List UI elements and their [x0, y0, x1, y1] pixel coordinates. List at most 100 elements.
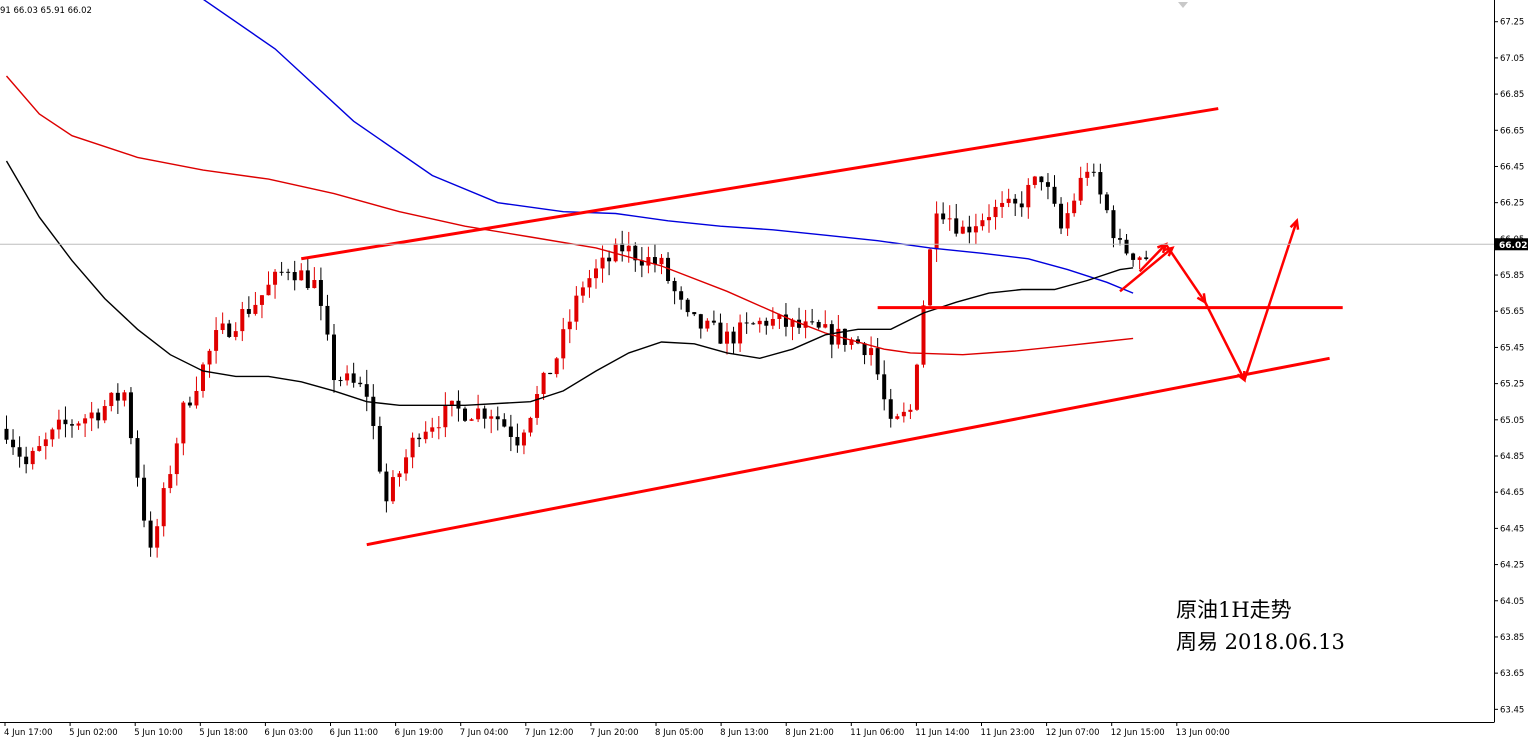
candle-body	[594, 268, 598, 279]
candle-body	[882, 374, 887, 400]
time-axis[interactable]: 4 Jun 17:00 5 Jun 02:00 5 Jun 10:00 5 Jun 1…	[4, 722, 1230, 738]
x-tick-label: 5 Jun 10:00	[134, 728, 183, 738]
candle-body	[718, 322, 723, 344]
candle-body	[207, 350, 212, 365]
candle-body	[469, 419, 474, 421]
candle-body	[692, 312, 697, 315]
candle-body	[960, 226, 965, 234]
ohlc-header: 91 66.03 65.91 66.02	[0, 6, 92, 16]
candle-body	[1019, 203, 1024, 208]
candle-body	[888, 399, 893, 419]
candle-body	[443, 405, 448, 428]
y-tick-label: 66.65	[1500, 126, 1524, 136]
trend-line-2	[366, 356, 1330, 547]
candle-body	[613, 243, 618, 262]
candle-body	[967, 226, 972, 233]
candle-body	[646, 257, 651, 266]
last-price-label: 66.02	[1499, 241, 1527, 251]
candle-body	[253, 304, 258, 314]
y-tick-label: 67.25	[1500, 18, 1524, 28]
candle-body	[1085, 171, 1090, 178]
y-tick-label: 65.25	[1500, 380, 1524, 390]
x-tick-label: 12 Jun 15:00	[1111, 728, 1165, 738]
x-tick-label: 7 Jun 12:00	[525, 728, 574, 738]
candle-body	[1072, 200, 1077, 214]
x-tick-label: 13 Jun 00:00	[1176, 728, 1230, 738]
y-tick-label: 66.45	[1500, 162, 1524, 172]
forecast-arrow-1	[1138, 243, 1167, 273]
y-tick-label: 64.65	[1500, 488, 1524, 498]
candle-body	[652, 257, 657, 265]
candle-body	[56, 419, 61, 430]
candle-body	[502, 419, 507, 427]
x-tick-label: 6 Jun 11:00	[330, 728, 379, 738]
candle-body	[76, 423, 81, 426]
candle-body	[790, 319, 795, 327]
candle-body	[495, 416, 500, 420]
y-tick-label: 67.05	[1500, 54, 1524, 64]
candle-body	[332, 334, 336, 381]
forecast-arrow-4	[1243, 220, 1299, 381]
candle-body	[259, 295, 264, 305]
candle-body	[24, 456, 29, 465]
candle-body	[436, 427, 441, 429]
candle-body	[489, 416, 494, 419]
candle-body	[1118, 238, 1122, 240]
candle-body	[823, 324, 828, 328]
candle-body	[181, 402, 186, 444]
y-tick-label: 65.05	[1500, 416, 1524, 426]
x-tick-label: 6 Jun 19:00	[395, 728, 444, 738]
x-tick-label: 11 Jun 14:00	[915, 728, 969, 738]
candle-body	[305, 270, 310, 289]
candle-body	[626, 245, 631, 252]
price-axis[interactable]: 67.2567.0566.8566.6566.4566.2566.0565.85…	[1494, 18, 1524, 716]
candle-body	[273, 271, 278, 285]
candle-body	[548, 372, 553, 375]
candle-body	[797, 319, 802, 328]
candle-body	[515, 436, 520, 446]
candle-body	[109, 392, 114, 407]
candle-body	[279, 271, 284, 273]
candle-body	[89, 412, 94, 419]
candle-body	[574, 295, 579, 322]
candle-body	[358, 382, 363, 385]
forecast-arrow-2-head	[1196, 293, 1207, 305]
annotations-layer	[301, 107, 1343, 547]
candle-body	[135, 438, 140, 478]
y-tick-label: 63.45	[1500, 705, 1524, 715]
x-tick-label: 11 Jun 06:00	[850, 728, 904, 738]
candle-body	[122, 392, 127, 401]
candle-body	[954, 218, 959, 234]
candle-body	[1111, 210, 1116, 239]
y-tick-label: 66.85	[1500, 90, 1524, 100]
candle-body	[1013, 198, 1018, 204]
candle-body	[679, 291, 684, 300]
candle-body	[528, 417, 533, 433]
candle-body	[410, 437, 415, 458]
candle-body	[869, 348, 874, 356]
candle-body	[430, 427, 435, 432]
candle-body	[862, 343, 867, 356]
x-tick-label: 8 Jun 21:00	[785, 728, 834, 738]
candle-body	[449, 400, 454, 406]
candle-body	[973, 226, 978, 233]
candle-body	[987, 217, 991, 221]
moving-averages-layer	[5, 0, 1134, 406]
candle-body	[980, 220, 985, 227]
candle-body	[338, 380, 343, 382]
x-tick-label: 12 Jun 07:00	[1046, 728, 1100, 738]
candle-body	[803, 321, 808, 328]
candle-body	[908, 409, 913, 412]
candle-body	[50, 429, 55, 440]
candle-body	[299, 270, 304, 281]
moving-average-line-2	[5, 75, 1134, 356]
y-tick-label: 64.85	[1500, 452, 1524, 462]
candle-body	[849, 339, 854, 345]
candle-body	[325, 305, 330, 335]
candle-body	[1006, 198, 1011, 203]
forecast-arrow-small-head	[1163, 246, 1175, 257]
chart-shift-marker-icon[interactable]	[1178, 2, 1188, 8]
candle-body	[764, 320, 769, 326]
